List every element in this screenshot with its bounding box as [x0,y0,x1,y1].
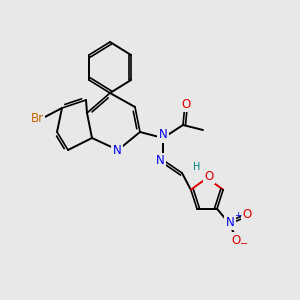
Text: Br: Br [30,112,44,124]
Text: N: N [226,215,234,229]
Text: O: O [182,98,190,110]
Text: O: O [204,169,214,182]
Text: N: N [159,128,167,142]
Text: H: H [193,162,201,172]
Text: N: N [156,154,164,167]
Text: O: O [231,233,241,247]
Text: N: N [112,143,122,157]
Text: +: + [234,211,242,220]
Text: O: O [242,208,252,221]
Text: −: − [240,239,248,249]
